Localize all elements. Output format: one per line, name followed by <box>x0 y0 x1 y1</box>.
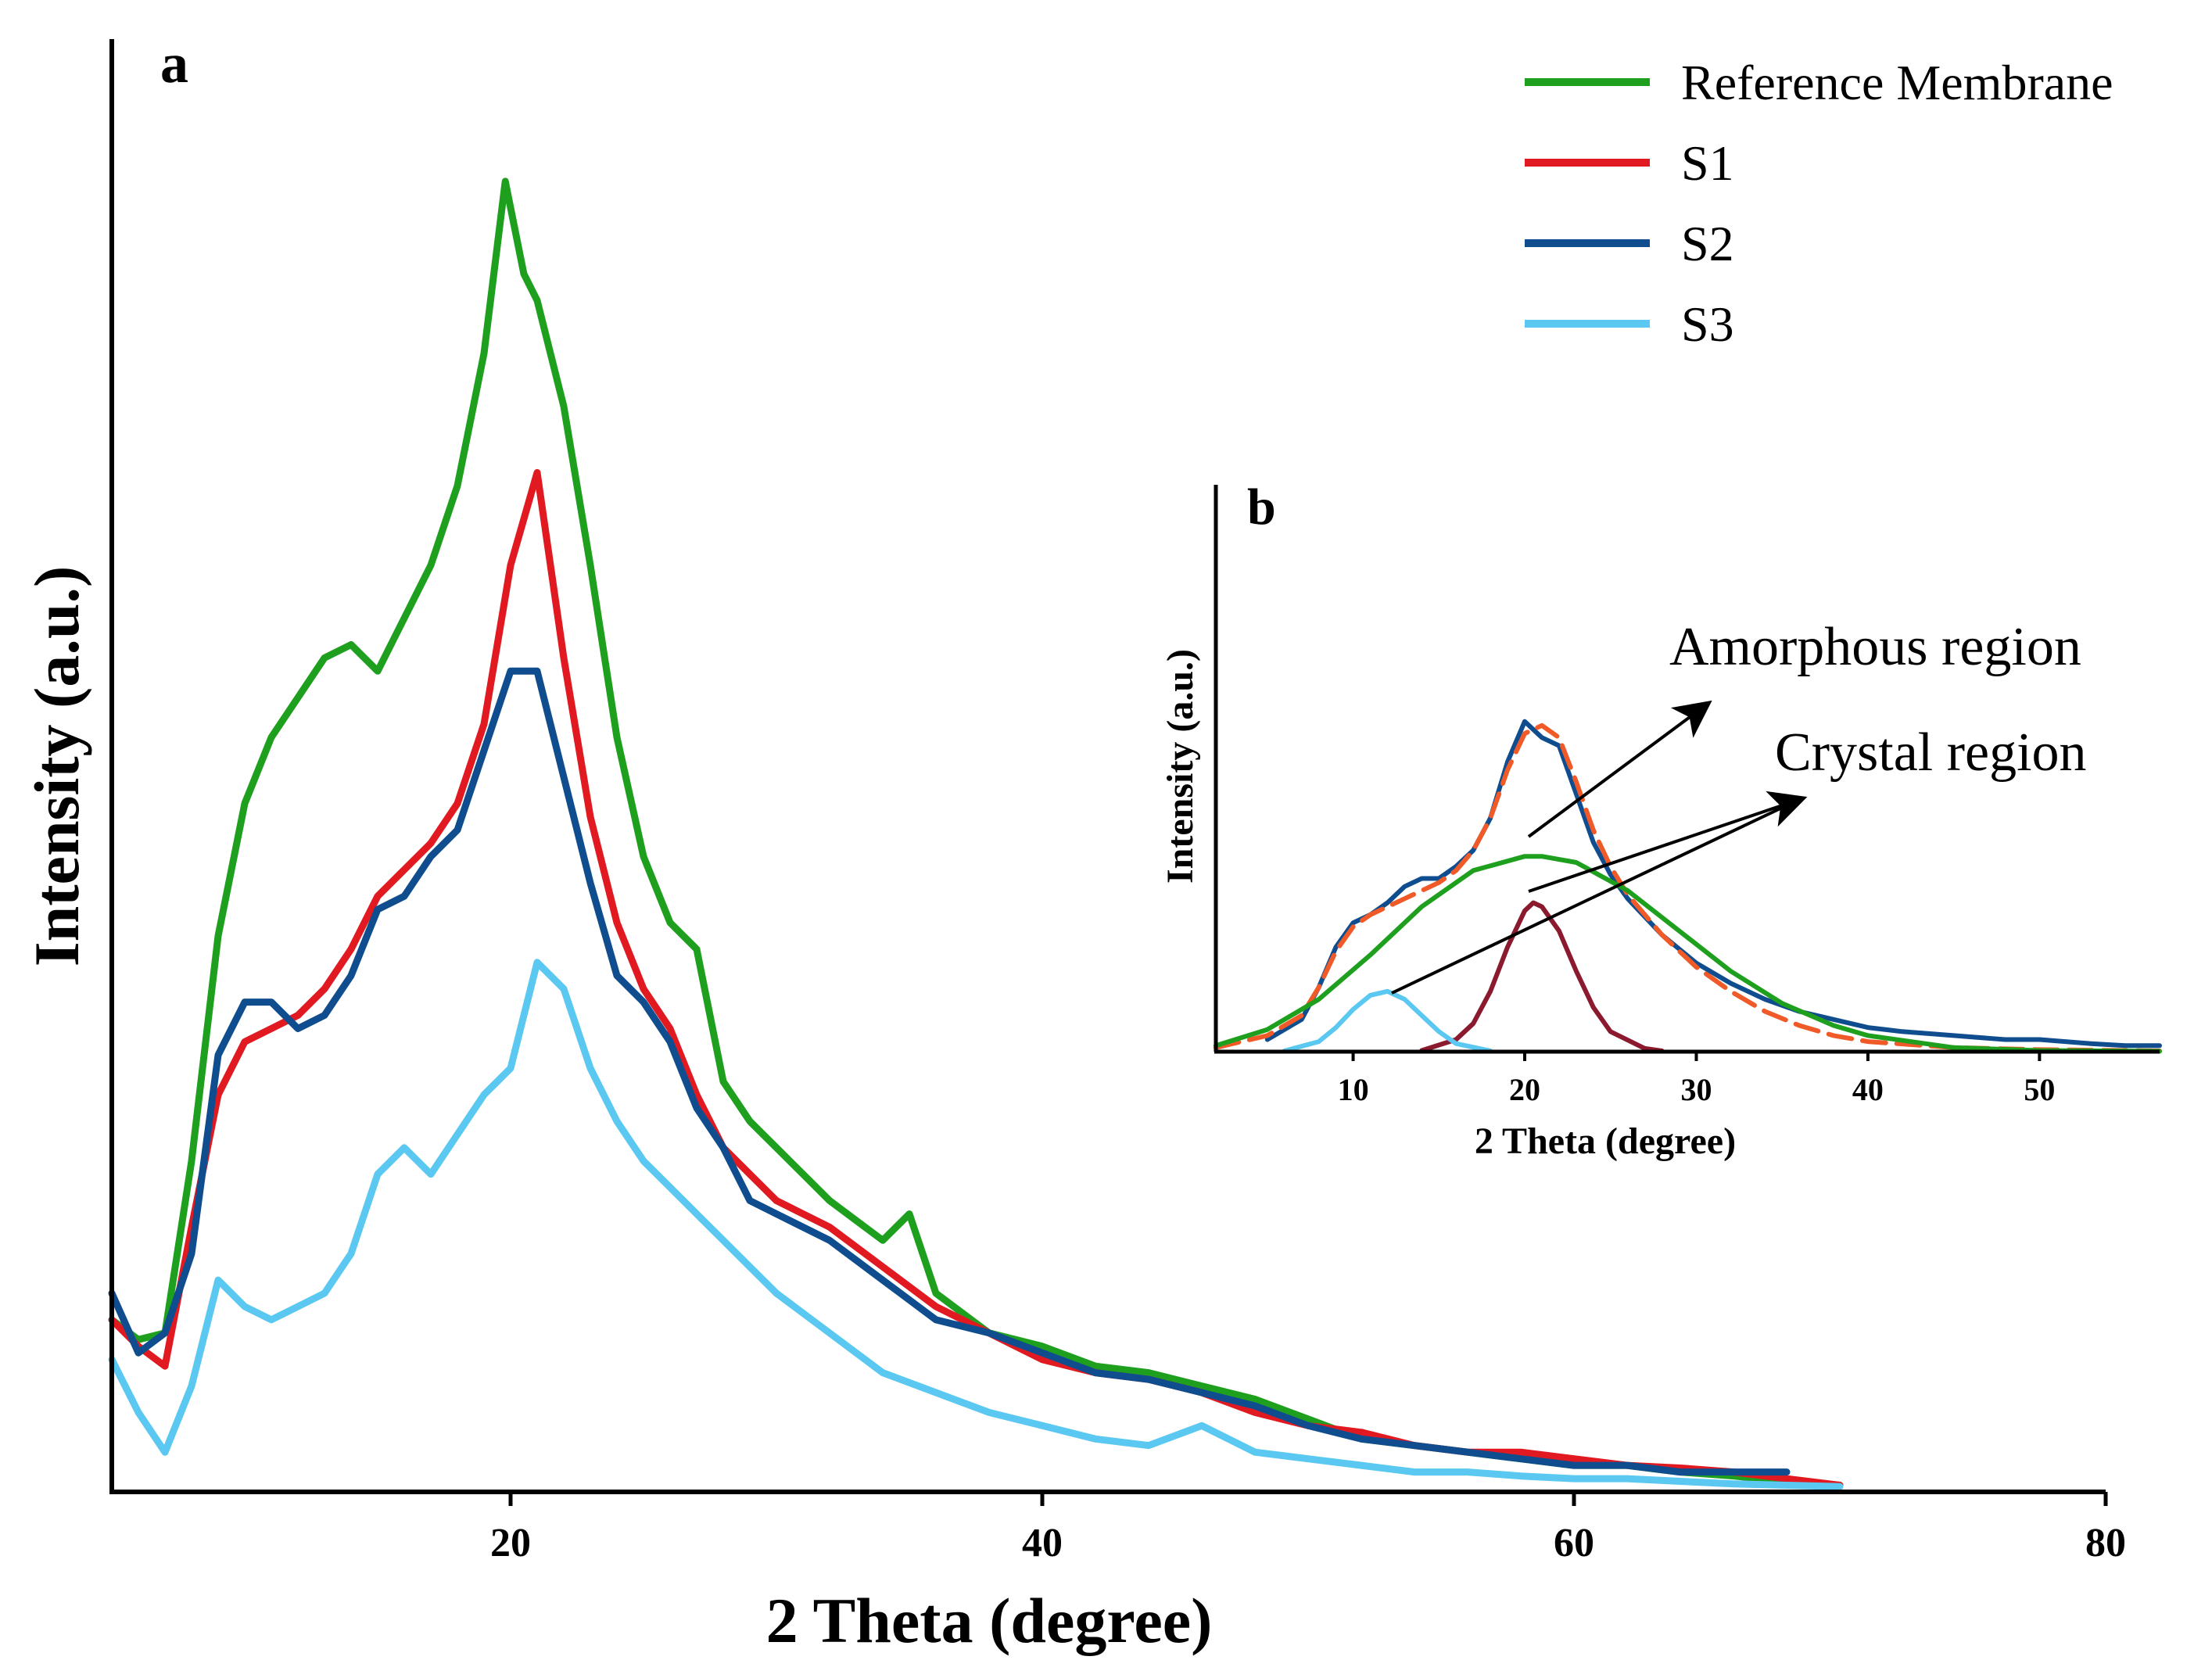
panel-b-x-tick-label: 10 <box>1338 1072 1369 1107</box>
panel-a-series-group <box>108 177 1844 1490</box>
panel-b-x-tick-label: 20 <box>1509 1072 1540 1107</box>
amorphous-region-annotation: Amorphous region <box>1669 617 2081 677</box>
amorphous-arrow <box>1527 700 1712 838</box>
panel-b-x-tick-label: 40 <box>1852 1072 1884 1107</box>
panel-a-ticks: 20 40 60 80 <box>490 1492 2126 1565</box>
legend-label: S1 <box>1681 135 1734 191</box>
panel-a-x-tick-label: 60 <box>1554 1521 1594 1565</box>
legend-label: S3 <box>1681 296 1734 352</box>
legend-label: S2 <box>1681 216 1734 271</box>
panel-a-x-axis-label: 2 Theta (degree) <box>766 1585 1213 1656</box>
panel-b-label: b <box>1247 479 1276 536</box>
panel-b-x-tick-label: 50 <box>2024 1072 2055 1107</box>
panel-a: 20 40 60 80 a 2 Theta (degree) Intensity (a… <box>21 32 2126 1656</box>
panel-a-x-tick-label: 40 <box>1022 1521 1063 1565</box>
panel-b-series-amorphous-region <box>1214 854 2162 1054</box>
panel-b-x-tick-label: 30 <box>1680 1072 1712 1107</box>
panel-a-legend: Reference Membrane S1 S2 S3 <box>1525 55 2113 352</box>
panel-a-y-axis-label: Intensity (a.u.) <box>21 566 92 967</box>
panel-b-y-axis-label: Intensity (a.u.) <box>1160 649 1201 884</box>
crystal-region-annotation: Crystal region <box>1775 722 2087 783</box>
crystal-arrow-lower <box>1391 798 1799 995</box>
panel-b-ticks: 10 20 30 40 50 <box>1338 1052 2055 1107</box>
panel-a-series-s3 <box>108 959 1844 1490</box>
panel-a-series-s2 <box>108 667 1791 1476</box>
crystal-arrow-upper <box>1528 791 1808 893</box>
panel-a-x-tick-label: 20 <box>490 1521 531 1565</box>
panel-b-series-measured <box>1264 719 2162 1049</box>
panel-b-inset: 10 20 30 40 50 b 2 Theta (degree) Intensity … <box>1160 479 2162 1162</box>
panel-a-label: a <box>160 32 188 95</box>
panel-b-x-axis-label: 2 Theta (degree) <box>1475 1120 1736 1162</box>
panel-b-series-crystal-region <box>1419 900 1665 1053</box>
legend-label: Reference Membrane <box>1681 55 2113 110</box>
panel-a-x-tick-label: 80 <box>2085 1521 2126 1565</box>
panel-b-series-small-crystal-peak <box>1282 988 1493 1053</box>
panel-b-series-group <box>1214 719 2162 1054</box>
